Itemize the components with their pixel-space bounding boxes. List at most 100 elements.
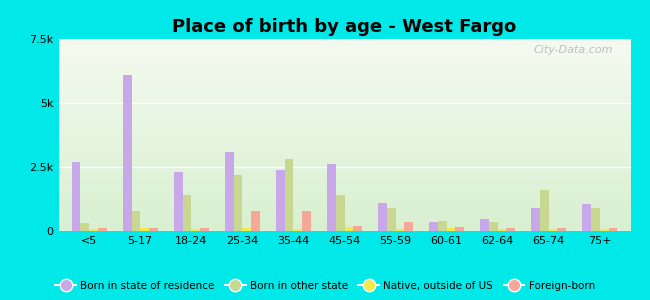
Bar [58, 192, 630, 193]
Bar [58, 41, 630, 42]
Bar [58, 163, 630, 164]
Bar [200, 228, 209, 231]
Bar [58, 54, 630, 55]
Bar [58, 78, 630, 79]
Bar [58, 88, 630, 89]
Bar [58, 182, 630, 183]
Bar [58, 156, 630, 157]
Bar [455, 227, 464, 231]
Bar [58, 123, 630, 124]
Bar [58, 122, 630, 123]
Bar [58, 42, 630, 43]
Bar [58, 110, 630, 111]
Bar [58, 224, 630, 225]
Bar [58, 52, 630, 53]
Bar [58, 107, 630, 108]
Bar [58, 57, 630, 58]
Bar [58, 109, 630, 110]
Bar [58, 222, 630, 223]
Bar [600, 229, 608, 231]
Bar [58, 225, 630, 226]
Bar [447, 228, 455, 231]
Legend: Born in state of residence, Born in other state, Native, outside of US, Foreign-: Born in state of residence, Born in othe… [51, 277, 599, 295]
Bar [285, 159, 293, 231]
Bar [58, 96, 630, 97]
Bar [58, 137, 630, 138]
Bar [58, 207, 630, 208]
Bar [58, 204, 630, 205]
Bar [140, 228, 149, 231]
Bar [58, 114, 630, 115]
Bar [58, 105, 630, 106]
Bar [58, 70, 630, 71]
Bar [58, 197, 630, 198]
Bar [58, 151, 630, 152]
Bar [549, 229, 558, 231]
Bar [58, 55, 630, 56]
Bar [58, 223, 630, 224]
Bar [58, 74, 630, 75]
Bar [58, 179, 630, 180]
Bar [58, 63, 630, 64]
Bar [58, 94, 630, 95]
Bar [251, 211, 260, 231]
Bar [404, 222, 413, 231]
Bar [540, 190, 549, 231]
Bar [58, 59, 630, 60]
Bar [58, 115, 630, 116]
Bar [58, 166, 630, 167]
Bar [506, 228, 515, 231]
Bar [58, 158, 630, 159]
Bar [58, 199, 630, 200]
Bar [123, 75, 131, 231]
Bar [183, 195, 191, 231]
Bar [293, 229, 302, 231]
Bar [58, 95, 630, 96]
Bar [58, 149, 630, 150]
Bar [58, 53, 630, 54]
Bar [58, 201, 630, 202]
Bar [131, 211, 140, 231]
Bar [58, 171, 630, 172]
Bar [58, 62, 630, 63]
Bar [58, 169, 630, 170]
Bar [58, 211, 630, 212]
Bar [58, 79, 630, 80]
Bar [58, 188, 630, 189]
Bar [58, 220, 630, 221]
Bar [58, 71, 630, 72]
Bar [58, 69, 630, 70]
Bar [336, 195, 344, 231]
Bar [58, 176, 630, 177]
Bar [58, 84, 630, 85]
Bar [498, 229, 506, 231]
Text: City-Data.com: City-Data.com [534, 45, 614, 55]
Bar [58, 124, 630, 125]
Bar [58, 180, 630, 181]
Bar [98, 228, 107, 231]
Bar [58, 202, 630, 203]
Bar [58, 155, 630, 156]
Bar [58, 161, 630, 162]
Bar [58, 73, 630, 74]
Bar [58, 133, 630, 134]
Bar [58, 40, 630, 41]
Bar [149, 228, 157, 231]
Bar [387, 208, 396, 231]
Bar [58, 60, 630, 61]
Bar [58, 229, 630, 230]
Bar [353, 226, 362, 231]
Bar [58, 118, 630, 119]
Bar [58, 129, 630, 130]
Bar [58, 184, 630, 185]
Bar [429, 222, 438, 231]
Bar [58, 93, 630, 94]
Bar [58, 168, 630, 169]
Bar [174, 172, 183, 231]
Bar [327, 164, 336, 231]
Bar [58, 66, 630, 67]
Bar [58, 92, 630, 93]
Bar [58, 121, 630, 122]
Bar [58, 108, 630, 109]
Bar [58, 146, 630, 147]
